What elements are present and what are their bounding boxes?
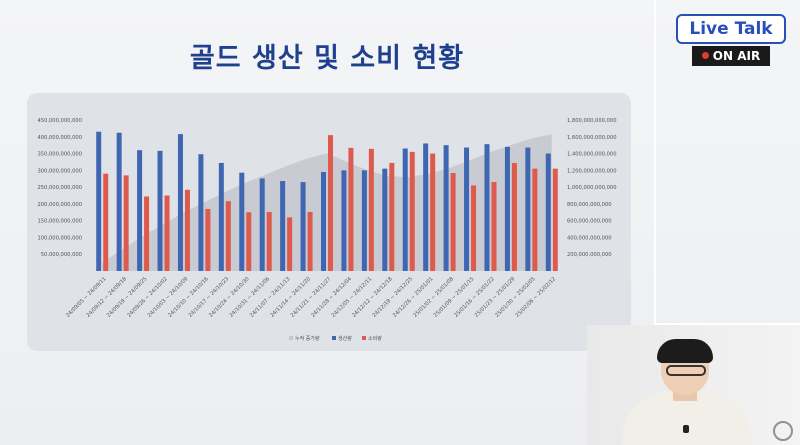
microphone-icon bbox=[683, 425, 689, 433]
y-right-tick-label: 600,000,000,000 bbox=[567, 219, 612, 225]
bar-consumption-13 bbox=[368, 148, 374, 271]
bar-production-21 bbox=[525, 147, 531, 271]
bar-production-1 bbox=[116, 132, 122, 271]
live-talk-label: Live Talk bbox=[676, 14, 786, 44]
y-right-tick-label: 200,000,000,000 bbox=[567, 252, 612, 258]
y-right-tick-label: 1,800,000,000,000 bbox=[567, 118, 617, 124]
bar-consumption-5 bbox=[205, 208, 211, 271]
bar-production-18 bbox=[464, 147, 470, 271]
y-right-tick-label: 1,000,000,000,000 bbox=[567, 185, 617, 191]
on-air-text: ON AIR bbox=[712, 49, 761, 63]
y-right-tick-label: 1,200,000,000,000 bbox=[567, 168, 617, 174]
bar-consumption-1 bbox=[123, 175, 129, 271]
legend-entry: 생산량 bbox=[338, 335, 352, 342]
series-area-cumulative bbox=[102, 134, 552, 271]
bar-consumption-7 bbox=[246, 212, 252, 271]
bar-consumption-19 bbox=[491, 182, 497, 271]
bar-consumption-3 bbox=[164, 195, 170, 271]
bar-production-22 bbox=[545, 153, 551, 271]
bar-production-8 bbox=[259, 178, 265, 271]
bar-consumption-17 bbox=[450, 173, 456, 271]
x-tick-label: 25/02/06 ~ 25/02/12 bbox=[515, 276, 558, 319]
presenter-hair bbox=[657, 339, 713, 363]
bar-consumption-21 bbox=[532, 168, 538, 271]
y-left-tick-label: 100,000,000,000 bbox=[37, 235, 82, 241]
bar-consumption-6 bbox=[225, 201, 231, 271]
bar-production-6 bbox=[218, 162, 224, 271]
y-left-tick-label: 50,000,000,000 bbox=[41, 252, 82, 258]
on-air-label: ON AIR bbox=[692, 46, 770, 66]
bar-consumption-18 bbox=[471, 185, 477, 271]
y-right-tick-label: 800,000,000,000 bbox=[567, 202, 612, 208]
bar-consumption-16 bbox=[430, 153, 436, 271]
on-air-dot-icon bbox=[701, 52, 709, 59]
bar-production-9 bbox=[280, 181, 286, 271]
bar-production-5 bbox=[198, 154, 204, 271]
bar-production-17 bbox=[443, 145, 449, 271]
bar-production-0 bbox=[96, 131, 102, 271]
y-right-tick-label: 1,600,000,000,000 bbox=[567, 135, 617, 141]
bar-consumption-11 bbox=[328, 135, 333, 271]
legend-entry: 소비량 bbox=[368, 335, 382, 342]
bar-consumption-0 bbox=[103, 173, 109, 271]
glasses-icon bbox=[666, 365, 706, 376]
y-left-tick-label: 400,000,000,000 bbox=[37, 135, 82, 141]
y-left-tick-label: 350,000,000,000 bbox=[37, 152, 82, 158]
live-talk-badge: Live Talk ON AIR bbox=[676, 14, 786, 66]
bar-production-19 bbox=[484, 144, 490, 271]
y-left-tick-label: 150,000,000,000 bbox=[37, 219, 82, 225]
bar-consumption-14 bbox=[389, 162, 395, 271]
bar-production-16 bbox=[423, 143, 429, 271]
bar-production-12 bbox=[341, 170, 347, 271]
bar-consumption-12 bbox=[348, 147, 354, 271]
y-right-tick-label: 400,000,000,000 bbox=[567, 235, 612, 241]
y-left-tick-label: 450,000,000,000 bbox=[37, 118, 82, 124]
y-right-tick-label: 1,400,000,000,000 bbox=[567, 152, 617, 158]
bar-production-2 bbox=[137, 150, 143, 271]
y-left-tick-label: 300,000,000,000 bbox=[37, 168, 82, 174]
bar-production-20 bbox=[504, 146, 510, 271]
bar-consumption-10 bbox=[307, 211, 313, 271]
webcam-overlay bbox=[587, 325, 800, 445]
bar-production-14 bbox=[382, 168, 388, 271]
bar-production-13 bbox=[361, 170, 367, 271]
y-left-tick-label: 200,000,000,000 bbox=[37, 202, 82, 208]
page-title: 골드 생산 및 소비 현황 bbox=[189, 43, 465, 74]
bar-consumption-9 bbox=[287, 217, 293, 271]
bar-consumption-2 bbox=[144, 196, 150, 271]
slide-divider-vertical bbox=[654, 0, 656, 325]
legend-swatch bbox=[332, 336, 336, 340]
bar-production-3 bbox=[157, 150, 163, 271]
bar-consumption-15 bbox=[409, 151, 415, 271]
channel-watermark-icon bbox=[773, 421, 793, 441]
bar-production-10 bbox=[300, 182, 306, 271]
bar-production-15 bbox=[402, 148, 408, 271]
gold-chart: 50,000,000,000 100,000,000,000 150,000,000… bbox=[37, 118, 617, 342]
bar-production-7 bbox=[239, 172, 245, 271]
legend-entry: 누적 증가량 bbox=[295, 335, 320, 342]
legend-swatch bbox=[362, 336, 366, 340]
bar-consumption-22 bbox=[552, 168, 558, 271]
bar-consumption-4 bbox=[184, 189, 190, 271]
bar-consumption-8 bbox=[266, 211, 272, 271]
bar-consumption-20 bbox=[511, 162, 517, 271]
bar-production-4 bbox=[177, 134, 183, 271]
slide-divider-horizontal bbox=[656, 323, 800, 325]
bar-production-11 bbox=[321, 172, 326, 271]
y-left-tick-label: 250,000,000,000 bbox=[37, 185, 82, 191]
legend-swatch bbox=[289, 336, 293, 340]
